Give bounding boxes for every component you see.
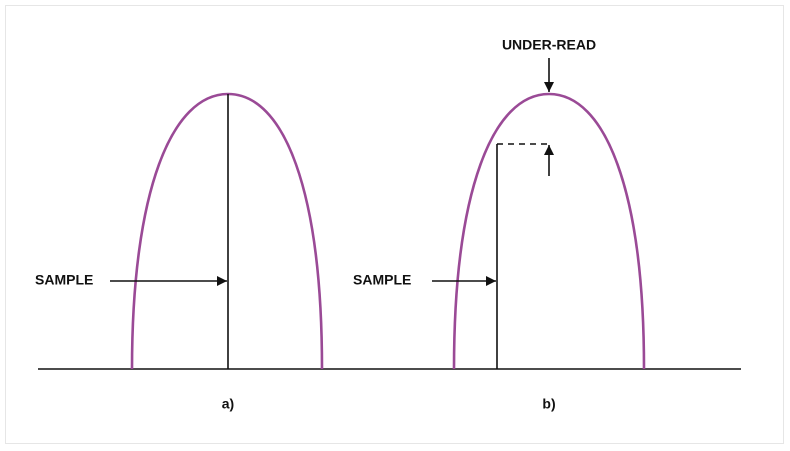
waveform (452, 92, 646, 370)
caption: a) (222, 396, 234, 412)
sample-label: SAMPLE (35, 272, 93, 288)
waveform (130, 92, 324, 370)
sample-label: SAMPLE (353, 272, 411, 288)
caption: b) (542, 396, 555, 412)
peak-label: UNDER-READ (502, 37, 596, 53)
frame (5, 5, 784, 444)
